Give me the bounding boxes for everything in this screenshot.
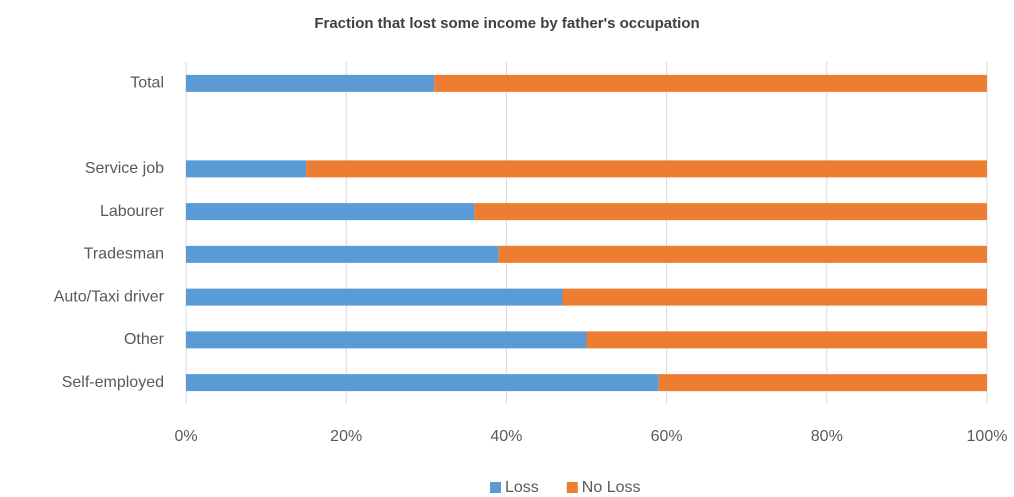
legend-label: Loss bbox=[505, 479, 539, 496]
chart-title: Fraction that lost some income by father… bbox=[314, 15, 699, 32]
x-tick-label: 100% bbox=[967, 428, 1008, 445]
bar-segment bbox=[186, 203, 475, 221]
bar-segment bbox=[498, 245, 987, 263]
y-tick-label: Labourer bbox=[100, 203, 165, 220]
bar-segment bbox=[186, 245, 499, 263]
y-tick-label: Tradesman bbox=[84, 246, 164, 263]
bar-segment bbox=[474, 203, 987, 221]
bar-segment bbox=[186, 331, 587, 349]
y-tick-label: Total bbox=[130, 75, 164, 92]
x-tick-label: 40% bbox=[490, 428, 522, 445]
bar-segment bbox=[186, 288, 563, 306]
y-tick-label: Other bbox=[124, 331, 165, 348]
x-tick-label: 20% bbox=[330, 428, 362, 445]
bar-segment bbox=[186, 74, 435, 92]
bar-segment bbox=[434, 74, 987, 92]
legend-swatch bbox=[566, 482, 578, 493]
y-tick-label: Auto/Taxi driver bbox=[54, 288, 165, 305]
bar-segment bbox=[562, 288, 987, 306]
legend-label: No Loss bbox=[582, 479, 641, 496]
bar-segment bbox=[658, 374, 987, 392]
x-tick-label: 60% bbox=[651, 428, 683, 445]
y-tick-label: Service job bbox=[85, 160, 164, 177]
bar-segment bbox=[186, 374, 659, 392]
bar-segment bbox=[306, 160, 987, 178]
y-tick-label: Self-employed bbox=[62, 374, 164, 391]
x-tick-label: 0% bbox=[174, 428, 197, 445]
legend-swatch bbox=[490, 482, 501, 493]
bar-segment bbox=[586, 331, 987, 349]
x-tick-label: 80% bbox=[811, 428, 843, 445]
bar-segment bbox=[186, 160, 307, 178]
